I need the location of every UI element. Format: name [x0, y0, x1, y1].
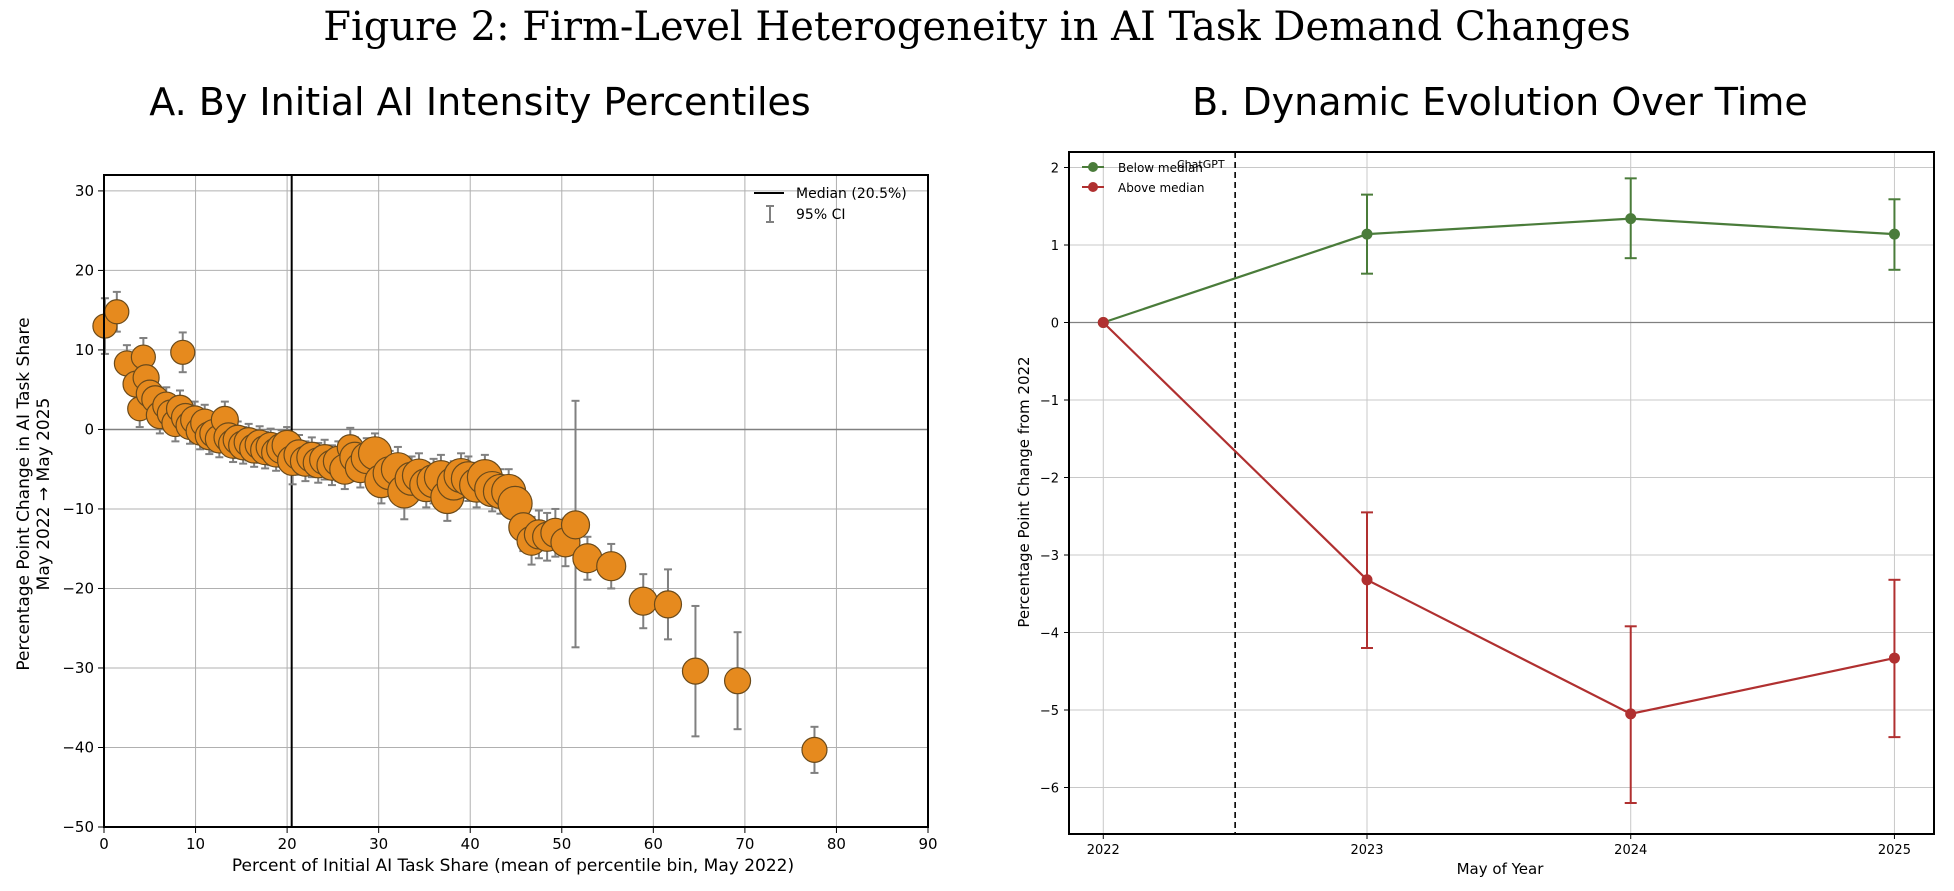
- panel-a-x-tick-label: 50: [552, 835, 571, 853]
- panel-a-x-tick-label: 30: [369, 835, 388, 853]
- panel-a-x-tick-label: 60: [644, 835, 663, 853]
- panel-a-data-point: [653, 590, 683, 619]
- panel-b-x-tick-label: 2022: [1087, 843, 1120, 858]
- legend-below-marker: [1088, 162, 1098, 172]
- legend-median-label: Median (20.5%): [796, 186, 907, 202]
- panel-a-y-axis-label-line2: May 2022 → May 2025: [34, 398, 54, 591]
- series-point-above: [1097, 317, 1109, 328]
- panel-b-y-tick-label: −6: [1040, 782, 1059, 797]
- series-point-above: [1361, 574, 1373, 586]
- panel-a-x-tick-label: 10: [186, 835, 205, 853]
- panel-a-title: A. By Initial AI Intensity Percentiles: [149, 80, 811, 124]
- series-line-above: [1102, 321, 1895, 716]
- panel-a-x-tick-label: 80: [827, 835, 846, 853]
- series-point-below: [1361, 228, 1373, 240]
- panel-a-data-point: [170, 339, 196, 365]
- panel-b-y-tick-label: −2: [1040, 472, 1059, 487]
- panel-a-x-axis-label: Percent of Initial AI Task Share (mean o…: [232, 856, 794, 876]
- panel-b-y-tick-label: 2: [1051, 162, 1059, 177]
- panel-b-legend: Below median Above median: [1082, 161, 1204, 195]
- panel-a-y-tick-label: −40: [62, 738, 94, 756]
- panel-a-data-point: [596, 551, 627, 582]
- panel-b-y-tick-label: 0: [1051, 317, 1059, 332]
- panel-a-y-tick-label: 20: [75, 261, 94, 279]
- panel-b-y-tick-label: −4: [1040, 627, 1059, 642]
- panel-b-x-tick-label: 2025: [1878, 843, 1911, 858]
- panel-a-legend: Median (20.5%) 95% CI: [754, 186, 907, 223]
- series-point-above: [1625, 708, 1637, 720]
- panel-b-x-axis-label: May of Year: [1457, 860, 1545, 878]
- panel-a-y-tick-label: 30: [75, 182, 94, 200]
- panel-b-frame: [1068, 151, 1935, 835]
- panel-b-y-tick-label: 1: [1051, 239, 1059, 254]
- panel-a-frame: [103, 174, 929, 828]
- legend-below-label: Below median: [1118, 161, 1203, 175]
- series-point-below: [1888, 228, 1900, 240]
- panel-a-y-tick-label: 10: [75, 341, 94, 359]
- panel-a-y-axis-label-line1: Percentage Point Change in AI Task Share: [14, 317, 34, 670]
- panel-a-data-point: [801, 736, 828, 763]
- legend-ci-label: 95% CI: [796, 207, 845, 223]
- panel-b-x-tick-label: 2023: [1350, 843, 1383, 858]
- chatgpt-annotation: ChatGPT: [1177, 158, 1225, 171]
- panel-a-data-point: [628, 586, 658, 616]
- panel-a-y-tick-label: −50: [62, 818, 94, 836]
- panel-a-data-point: [560, 510, 591, 540]
- panel-b-title: B. Dynamic Evolution Over Time: [1192, 80, 1808, 124]
- panel-a-plot: 0 10 20 30 40 50 60 70 80 90 −50 −40 −30 −20 −10 0 10 20 3…: [62, 174, 938, 853]
- series-line-below: [1102, 217, 1895, 324]
- series-point-below: [1625, 213, 1637, 225]
- figure-title: Figure 2: Firm-Level Heterogeneity in AI…: [323, 4, 1631, 50]
- panel-b-y-axis-label: Percentage Point Change from 2022: [1015, 356, 1033, 627]
- series-point-above: [1888, 652, 1900, 664]
- panel-b-y-tick-label: −3: [1040, 549, 1059, 564]
- legend-above-label: Above median: [1118, 181, 1204, 195]
- panel-a-x-tick-label: 90: [918, 835, 937, 853]
- panel-b-y-tick-label: −5: [1040, 704, 1059, 719]
- panel-a-data-point: [681, 657, 710, 685]
- panel-a-x-tick-label: 40: [461, 835, 480, 853]
- panel-a-y-tick-label: −20: [62, 579, 94, 597]
- panel-b-plot: 2022 2023 2024 2025 −6 −5 −4 −3 −2 −1 0 1 2: [1040, 151, 1935, 858]
- panel-a-x-tick-label: 0: [99, 835, 109, 853]
- panel-a-data-point: [104, 299, 130, 325]
- panel-b-y-tick-label: −1: [1040, 394, 1059, 409]
- panel-a-y-tick-label: 0: [84, 420, 94, 438]
- panel-a-y-tick-label: −30: [62, 659, 94, 677]
- panel-b-x-tick-label: 2024: [1614, 843, 1647, 858]
- panel-a-x-tick-label: 70: [735, 835, 754, 853]
- panel-a-data-point: [723, 667, 752, 695]
- panel-a-y-tick-label: −10: [62, 500, 94, 518]
- panel-a-x-tick-label: 20: [278, 835, 297, 853]
- legend-above-marker: [1088, 182, 1098, 192]
